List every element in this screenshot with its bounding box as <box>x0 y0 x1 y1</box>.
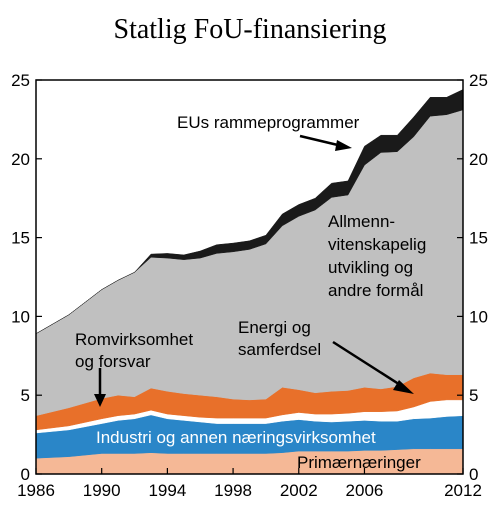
label-allmenn-3: utvikling og <box>328 258 413 277</box>
x-tick-label: 2012 <box>444 481 482 500</box>
label-eu: EUs rammeprogrammer <box>177 113 360 132</box>
x-tick-label: 2002 <box>280 481 318 500</box>
x-tick-label: 1994 <box>148 481 186 500</box>
eu-arrowhead <box>335 140 352 151</box>
x-tick-label: 1986 <box>17 481 55 500</box>
y-tick-label-right: 10 <box>469 307 488 326</box>
label-allmenn-2: vitenskapelig <box>328 235 426 254</box>
label-allmenn-1: Allmenn- <box>328 212 395 231</box>
label-rom-1: Romvirksomhet <box>75 330 193 349</box>
rom-arrowhead <box>94 394 106 407</box>
y-tick-label-left: 10 <box>11 307 30 326</box>
label-primaer: Primærnæringer <box>297 453 421 472</box>
eu-arrow <box>299 134 343 148</box>
energi-arrow <box>332 340 406 390</box>
label-energi-2: samferdsel <box>238 340 321 359</box>
y-tick-label-right: 15 <box>469 229 488 248</box>
y-tick-label-left: 5 <box>21 386 30 405</box>
y-tick-label-left: 15 <box>11 229 30 248</box>
x-tick-label: 1998 <box>214 481 252 500</box>
y-tick-label-right: 25 <box>469 71 488 90</box>
y-tick-label-right: 0 <box>469 465 478 484</box>
y-tick-label-right: 5 <box>469 386 478 405</box>
x-ticks: 1986 1990 1994 1998 2002 2006 2012 <box>17 468 482 500</box>
y-tick-label-left: 0 <box>21 465 30 484</box>
label-rom-2: og forsvar <box>75 352 151 371</box>
label-allmenn-4: andre formål <box>328 281 423 300</box>
x-tick-label: 2006 <box>346 481 384 500</box>
y-tick-label-left: 25 <box>11 71 30 90</box>
plot-frame <box>35 79 464 475</box>
y-tick-label-right: 20 <box>469 150 488 169</box>
label-energi-1: Energi og <box>238 318 311 337</box>
y-ticks: 0 0 5 5 10 10 15 15 20 20 25 25 <box>11 71 488 484</box>
energi-arrowhead <box>393 380 414 394</box>
y-tick-label-left: 20 <box>11 150 30 169</box>
plot-areas <box>35 89 464 475</box>
x-tick-label: 1990 <box>83 481 121 500</box>
annotation-arrows <box>94 134 414 407</box>
chart-title: Statlig FoU-finansiering <box>114 14 387 45</box>
label-industri: Industri og annen næringsvirksomhet <box>96 428 376 447</box>
